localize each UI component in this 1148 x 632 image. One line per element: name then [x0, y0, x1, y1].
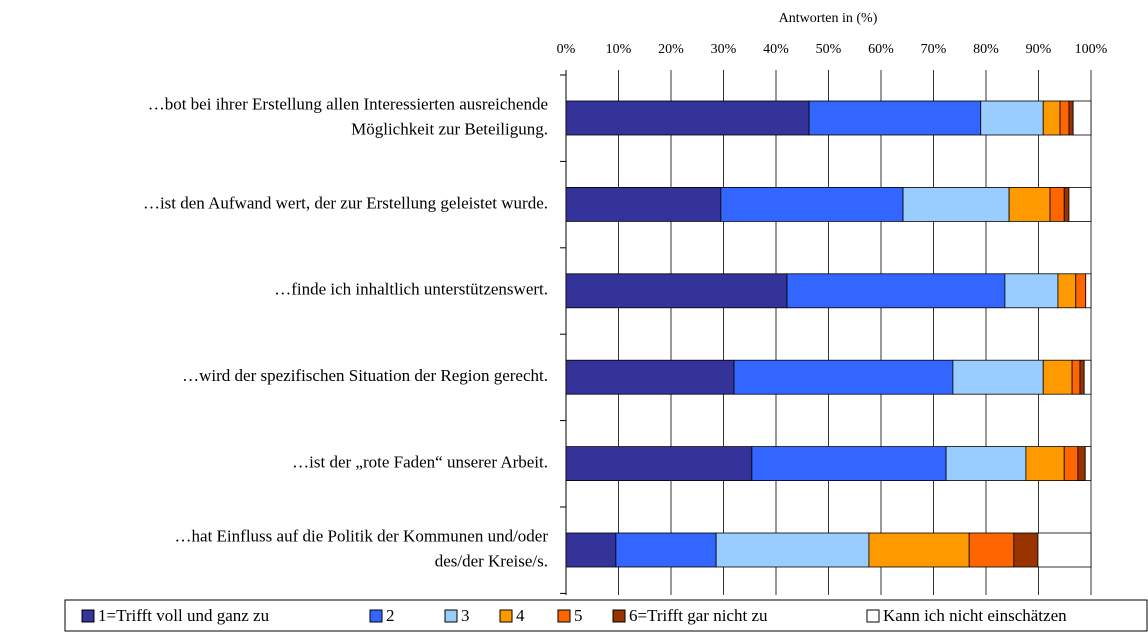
bar-segment	[565, 186, 722, 222]
bar-segment	[1059, 100, 1070, 136]
bar-segment	[902, 186, 1010, 222]
legend-label: 5	[574, 606, 583, 625]
legend-swatch	[369, 609, 383, 623]
bar-segment	[1049, 186, 1065, 222]
bar-segment	[1068, 186, 1092, 222]
bar-segment	[1042, 100, 1061, 136]
bar-segment	[1037, 532, 1092, 568]
bar-segment	[565, 359, 735, 395]
bar-segment	[1063, 186, 1070, 222]
x-tick-label: 50%	[816, 42, 842, 57]
bar-segment	[868, 532, 970, 568]
bar-segment	[1077, 446, 1086, 482]
bar-segment	[980, 100, 1044, 136]
category-label: …ist den Aufwand wert, der zur Erstellun…	[143, 193, 548, 212]
bar-segment	[786, 273, 1006, 309]
bar-segment	[1084, 446, 1092, 482]
x-tick-label: 20%	[658, 42, 684, 57]
bar-segment	[1008, 186, 1051, 222]
bar-segment	[1075, 273, 1087, 309]
bar-segment	[1072, 100, 1092, 136]
category-label: …ist der „rote Faden“ unserer Arbeit.	[292, 453, 548, 472]
x-tick-label: 60%	[868, 42, 894, 57]
bar-segment	[715, 532, 870, 568]
bar-segment	[1063, 446, 1079, 482]
axis-title: Antworten in (%)	[779, 11, 878, 26]
legend-label: 6=Trifft gar nicht zu	[629, 606, 768, 625]
category-label: Möglichkeit zur Beteiligung.	[351, 119, 548, 138]
x-tick-label: 70%	[921, 42, 947, 57]
x-tick-label: 100%	[1075, 42, 1108, 57]
bar-segment	[945, 446, 1027, 482]
category-label: …bot bei ihrer Erstellung allen Interess…	[148, 94, 548, 113]
bar-segment	[1085, 273, 1092, 309]
bar-segment	[1071, 359, 1081, 395]
category-label: …hat Einfluss auf die Politik der Kommun…	[175, 526, 549, 545]
legend-swatch	[557, 609, 571, 623]
bar-segment	[1083, 359, 1092, 395]
x-tick-label: 80%	[973, 42, 999, 57]
bar-segment	[1079, 359, 1085, 395]
x-tick-label: 30%	[711, 42, 737, 57]
legend-label: 4	[516, 606, 525, 625]
legend-label: 3	[461, 606, 470, 625]
x-tick-label: 90%	[1026, 42, 1052, 57]
bar-segment	[720, 186, 904, 222]
legend-swatch	[499, 609, 513, 623]
x-tick-label: 40%	[763, 42, 789, 57]
bar-segment	[565, 532, 617, 568]
bar-segment	[1057, 273, 1077, 309]
bar-segment	[1025, 446, 1065, 482]
legend-label: 2	[386, 606, 395, 625]
legend-label: 1=Trifft voll und ganz zu	[98, 606, 270, 625]
bar-segment	[1004, 273, 1059, 309]
legend-swatch	[81, 609, 95, 623]
bar-segment	[1068, 100, 1074, 136]
legend-box	[64, 599, 1148, 632]
bar-segment	[733, 359, 954, 395]
category-label: …wird der spezifischen Situation der Reg…	[182, 366, 548, 385]
legend-swatch	[612, 609, 626, 623]
category-label: …finde ich inhaltlich unterstützenswert.	[274, 280, 548, 299]
bar-segment	[952, 359, 1044, 395]
bar-segment	[615, 532, 717, 568]
legend-label: Kann ich nicht einschätzen	[883, 606, 1067, 625]
x-tick-label: 10%	[606, 42, 632, 57]
bar-segment	[565, 446, 753, 482]
legend-swatch	[866, 609, 880, 623]
bar-segment	[1042, 359, 1073, 395]
bar-segment	[565, 273, 788, 309]
bar-segment	[1013, 532, 1039, 568]
bar-segment	[565, 100, 810, 136]
bar-segment	[751, 446, 947, 482]
x-tick-label: 0%	[557, 42, 576, 57]
bar-segment	[968, 532, 1015, 568]
legend-swatch	[444, 609, 458, 623]
category-label: des/der Kreise/s.	[435, 551, 548, 570]
bar-segment	[808, 100, 982, 136]
